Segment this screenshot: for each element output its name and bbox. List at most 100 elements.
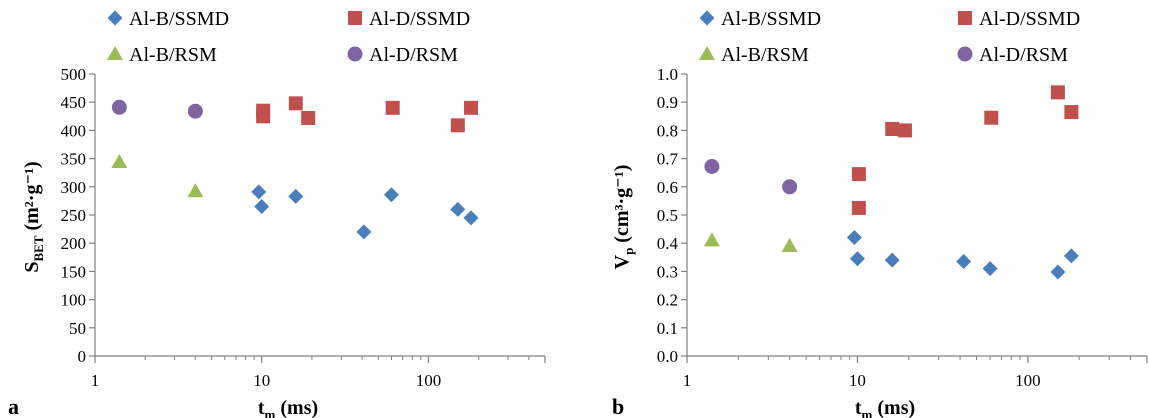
y-tick-label: 0.7 — [657, 150, 679, 169]
legend-label: Al-B/SSMD — [129, 8, 229, 30]
data-point-triangle — [781, 238, 798, 253]
legend-label: Al-B/RSM — [129, 44, 217, 66]
data-point-square — [385, 100, 400, 115]
y-tick-label: 150 — [61, 262, 87, 281]
data-point-circle — [111, 99, 127, 115]
x-tick-label: 10 — [849, 371, 866, 390]
y-axis-title-main: V — [611, 254, 633, 269]
x-axis-title-rest: (ms) — [872, 397, 915, 418]
legend-marker-circle — [957, 46, 973, 62]
data-point-diamond — [1050, 264, 1066, 280]
panel-label: a — [8, 394, 19, 418]
data-point-diamond — [982, 261, 998, 277]
y-tick-label: 0.6 — [657, 178, 678, 197]
series-Al-B/SSMD — [846, 230, 1079, 280]
data-point-square — [450, 118, 465, 133]
x-axis-title-sub: m — [862, 407, 873, 418]
y-tick-label: 450 — [61, 93, 87, 112]
y-tick-label: 50 — [69, 319, 86, 338]
data-point-diamond — [383, 187, 399, 203]
data-point-diamond — [846, 230, 862, 246]
series-Al-D/RSM — [111, 99, 203, 119]
panel-label: b — [612, 394, 624, 418]
y-tick-label: 1.0 — [657, 65, 678, 84]
legend-label: Al-D/SSMD — [979, 8, 1080, 30]
data-point-circle — [704, 158, 720, 174]
y-tick-label: 0.4 — [657, 234, 679, 253]
legend: Al-B/SSMD Al-D/SSMD Al-B/RSM Al-D/RSM — [699, 8, 1080, 66]
legend-label: Al-B/RSM — [721, 44, 809, 66]
data-point-diamond — [254, 199, 270, 215]
data-point-square — [256, 109, 271, 124]
data-point-square — [288, 96, 303, 111]
y-axis-title-rest: (cm³·g⁻¹) — [611, 165, 633, 248]
legend-marker-square — [958, 11, 972, 25]
legend-marker-triangle — [107, 46, 123, 60]
series-Al-D/RSM — [704, 158, 798, 195]
data-point-diamond — [288, 188, 304, 204]
x-tick-label: 100 — [416, 371, 442, 390]
legend-marker-diamond — [699, 10, 715, 26]
legend-label: Al-D/SSMD — [369, 8, 470, 30]
x-axis-title-rest: (ms) — [275, 397, 318, 418]
y-tick-label: 300 — [61, 178, 87, 197]
series-Al-B/RSM — [703, 232, 798, 253]
legend-marker-diamond — [107, 10, 123, 26]
data-point-diamond — [849, 251, 865, 267]
x-axis-title: tm (ms) — [258, 397, 318, 418]
data-point-triangle — [187, 183, 204, 198]
y-tick-label: 350 — [61, 150, 87, 169]
data-point-square — [1064, 105, 1079, 120]
x-axis-title: tm (ms) — [855, 397, 915, 418]
data-point-square — [464, 100, 479, 115]
series-Al-D/SSMD — [256, 96, 479, 133]
x-tick-label: 10 — [253, 371, 270, 390]
series-Al-B/SSMD — [251, 184, 479, 240]
data-point-diamond — [450, 201, 466, 217]
x-tick-label: 100 — [1015, 371, 1041, 390]
x-tick-label: 1 — [91, 371, 100, 390]
y-tick-label: 200 — [61, 234, 87, 253]
y-tick-label: 500 — [61, 65, 87, 84]
y-tick-label: 0.9 — [657, 93, 678, 112]
y-tick-label: 0.5 — [657, 206, 678, 225]
y-tick-label: 0.0 — [657, 347, 678, 366]
y-tick-label: 100 — [61, 291, 87, 310]
x-axis-title-main: t — [258, 397, 265, 418]
y-axis-title: Vp (cm³·g⁻¹) — [611, 165, 636, 270]
y-tick-label: 0.8 — [657, 121, 678, 140]
data-point-triangle — [703, 232, 720, 247]
y-axis-title: SBET (m²·g⁻¹) — [21, 161, 46, 272]
legend-marker-circle — [347, 46, 363, 62]
data-point-diamond — [956, 254, 972, 270]
data-point-square — [851, 167, 866, 182]
data-point-diamond — [884, 252, 900, 268]
legend: Al-B/SSMD Al-D/SSMD Al-B/RSM Al-D/RSM — [107, 8, 470, 66]
y-axis-title-main: S — [21, 262, 43, 273]
data-point-diamond — [251, 184, 267, 200]
data-point-circle — [782, 179, 798, 195]
data-point-square — [1050, 85, 1065, 100]
y-tick-label: 0.3 — [657, 262, 678, 281]
legend-label: Al-B/SSMD — [721, 8, 821, 30]
data-point-triangle — [111, 153, 128, 168]
data-point-square — [897, 123, 912, 138]
y-axis-title-rest: (m²·g⁻¹) — [21, 161, 43, 235]
series-Al-B/RSM — [111, 153, 204, 198]
x-tick-label: 1 — [683, 371, 692, 390]
data-point-diamond — [463, 210, 479, 226]
y-tick-label: 0.1 — [657, 319, 678, 338]
legend-marker-triangle — [699, 46, 715, 60]
y-tick-label: 0 — [78, 347, 87, 366]
series-Al-D/SSMD — [851, 85, 1079, 215]
data-point-square — [851, 200, 866, 215]
data-point-diamond — [356, 224, 372, 240]
legend-label: Al-D/RSM — [369, 44, 458, 66]
legend-marker-square — [348, 11, 362, 25]
chart-panel-b: 0.0 0.1 0.2 0.3 0.4 0.5 0.6 0.7 0.8 0.9 1.0 1 10 100 A… — [611, 8, 1148, 418]
legend-label: Al-D/RSM — [979, 44, 1068, 66]
y-tick-label: 0.2 — [657, 291, 678, 310]
data-point-diamond — [1063, 248, 1079, 264]
y-tick-label: 400 — [61, 121, 87, 140]
